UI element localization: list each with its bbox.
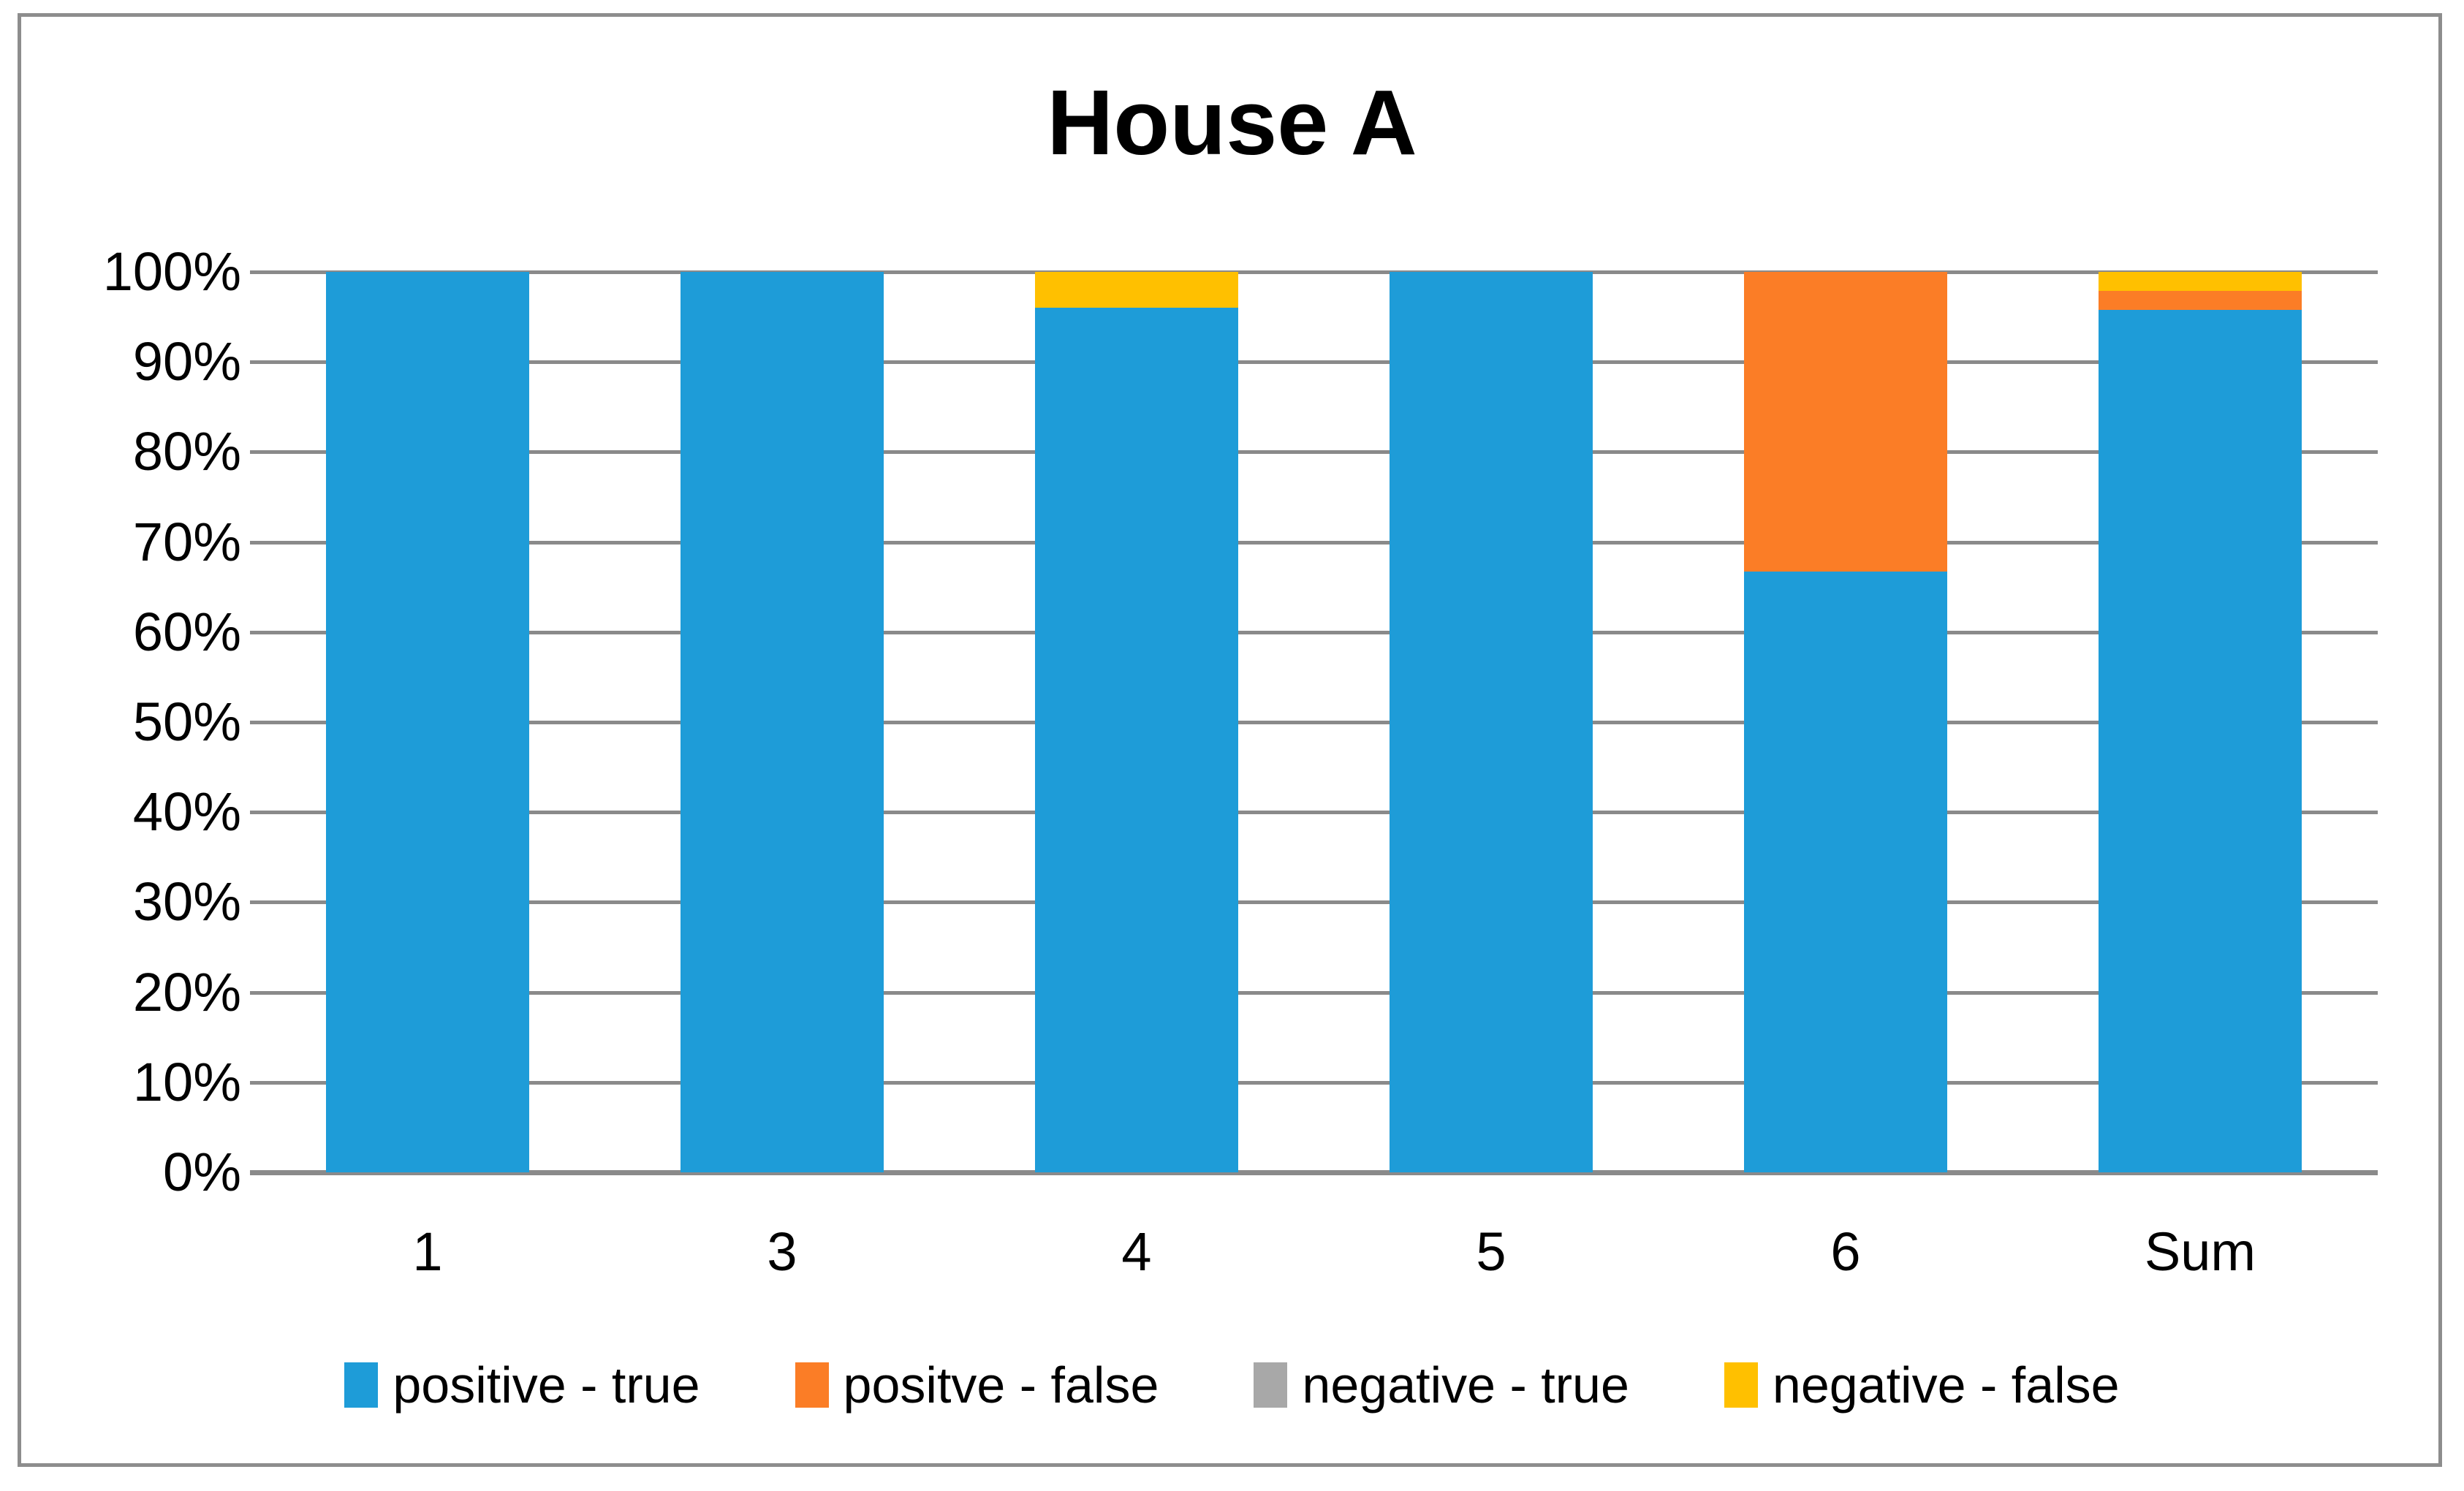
segment-positive-true [326,272,529,1172]
bar-4 [1035,272,1238,1172]
x-category-label-4: 4 [1121,1221,1152,1282]
gridline [250,270,2378,274]
bar-3 [681,272,884,1172]
gridline [250,991,2378,995]
segment-positive-true [2099,309,2302,1172]
chart-title: House A [1047,71,1417,174]
gridline [250,1081,2378,1085]
segment-positive-true [1035,308,1238,1172]
y-tick-label: 100% [102,241,241,302]
bar-5 [1390,272,1593,1172]
segment-negative-false [2099,272,2302,291]
y-tick-label: 80% [132,421,241,482]
y-tick-label: 50% [132,691,241,752]
legend-swatch-icon [344,1362,379,1408]
legend-label: positive - true [393,1357,700,1414]
bar-6 [1744,272,1947,1172]
y-tick-label: 90% [132,331,241,392]
legend-item-positive-true: positive - true [344,1354,700,1416]
y-tick-label: 20% [132,962,241,1023]
segment-positve-false [2099,290,2302,310]
x-category-label-5: 5 [1476,1221,1506,1282]
legend-swatch-icon [1724,1362,1758,1408]
gridline [250,631,2378,634]
legend-item-negative-true: negative - true [1254,1354,1629,1416]
gridline [250,450,2378,454]
y-tick-label: 0% [163,1142,241,1202]
segment-positive-true [1390,272,1593,1172]
x-axis-line [250,1170,2378,1175]
legend-label: negative - false [1772,1357,2120,1414]
y-tick-label: 40% [132,781,241,842]
segment-positive-true [1744,572,1947,1172]
segment-positve-false [1744,272,1947,572]
x-category-label-1: 1 [412,1221,443,1282]
legend-item-positve-false: positve - false [795,1354,1159,1416]
legend-label: positve - false [843,1357,1159,1414]
gridline [250,721,2378,724]
gridline [250,811,2378,814]
y-tick-label: 70% [132,512,241,572]
legend-swatch-icon [795,1362,829,1408]
bar-1 [326,272,529,1172]
segment-negative-false [1035,272,1238,308]
plot-area [250,270,2378,1175]
x-category-label-Sum: Sum [2144,1221,2256,1282]
x-category-label-6: 6 [1830,1221,1861,1282]
legend-label: negative - true [1302,1357,1629,1414]
y-tick-label: 10% [132,1052,241,1112]
y-tick-label: 60% [132,602,241,662]
legend-swatch-icon [1254,1362,1288,1408]
x-category-label-3: 3 [767,1221,797,1282]
segment-positive-true [681,272,884,1172]
bar-Sum [2099,272,2302,1172]
y-tick-label: 30% [132,871,241,932]
gridline [250,900,2378,904]
gridline [250,541,2378,545]
legend: positive - true positve - false negative -… [44,1354,2420,1416]
gridline [250,360,2378,364]
legend-item-negative-false: negative - false [1724,1354,2120,1416]
